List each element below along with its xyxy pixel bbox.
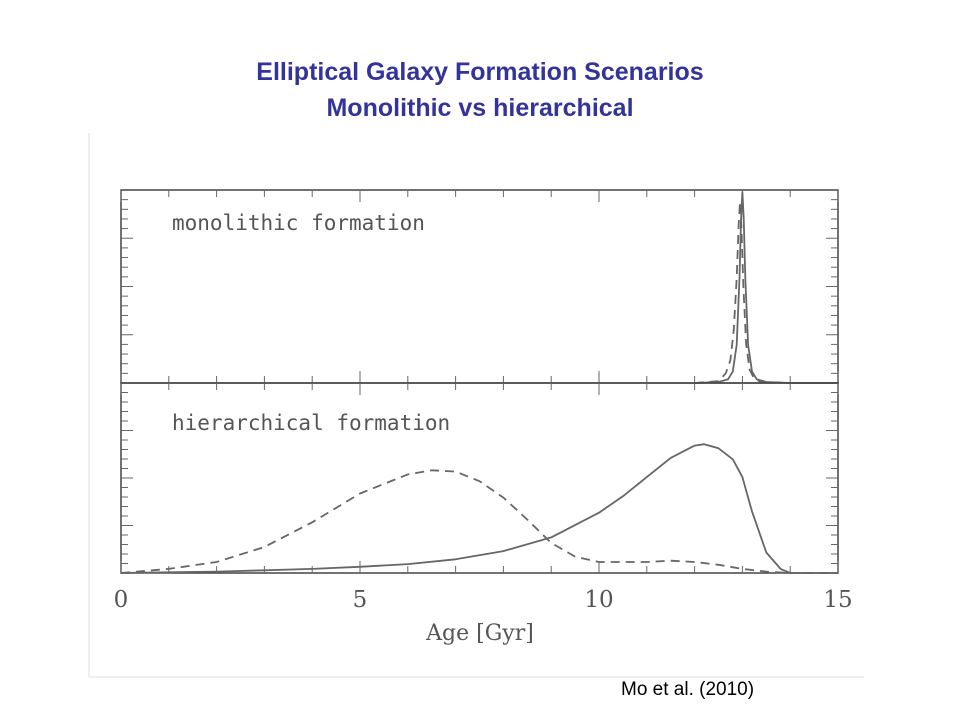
slide-title-line-1: Elliptical Galaxy Formation Scenarios xyxy=(256,58,704,86)
x-tick-label-0: 0 xyxy=(114,587,129,613)
x-tick-label-15: 15 xyxy=(823,587,852,613)
series-monolithic-dashed xyxy=(694,200,791,384)
series-hierarchical-dashed xyxy=(120,469,838,574)
slide-title-line-2: Monolithic vs hierarchical xyxy=(326,94,634,122)
panel-label-hierarchical: hierarchical formation xyxy=(172,411,450,435)
series-hierarchical-solid xyxy=(120,443,838,574)
x-tick-label-10: 10 xyxy=(584,587,613,613)
citation-credit: Mo et al. (2010) xyxy=(621,679,755,700)
x-tick-label-5: 5 xyxy=(353,587,368,613)
panel-label-monolithic: monolithic formation xyxy=(172,211,425,235)
x-axis-label: Age [Gyr] xyxy=(425,621,534,646)
series-monolithic-solid xyxy=(694,191,838,384)
